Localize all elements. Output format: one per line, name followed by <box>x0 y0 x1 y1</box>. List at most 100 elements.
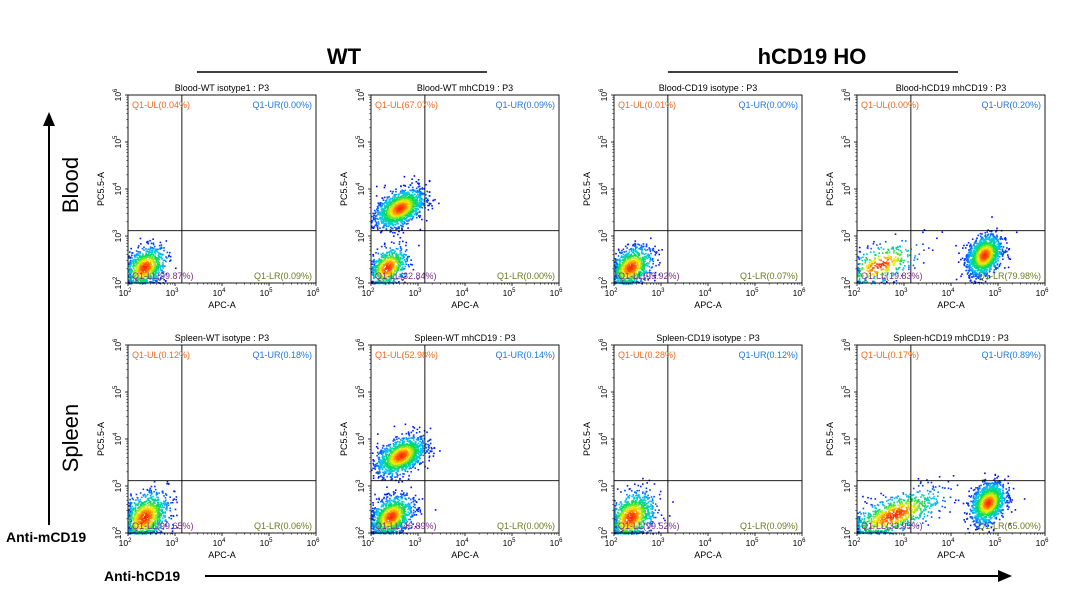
event-dot <box>381 266 383 268</box>
event-dot <box>385 223 387 225</box>
event-dot <box>637 257 639 259</box>
event-dot <box>401 192 403 194</box>
event-dot <box>418 179 420 181</box>
y-axis-label: PC5.5-A <box>582 172 592 206</box>
event-dot <box>997 260 999 262</box>
event-dot <box>403 218 405 220</box>
event-dot <box>417 206 419 208</box>
event-dot <box>401 212 403 214</box>
event-dot <box>643 264 645 266</box>
event-dot <box>165 256 167 258</box>
event-dot <box>648 255 650 257</box>
header-hcd19-ho: hCD19 HO <box>758 44 867 69</box>
event-dot <box>405 199 407 201</box>
event-dot <box>1006 247 1008 249</box>
event-dot <box>159 262 161 264</box>
event-dot <box>384 243 386 245</box>
event-dot <box>147 259 149 261</box>
event-dot <box>135 261 137 263</box>
event-dot <box>154 261 156 263</box>
event-dot <box>655 254 657 256</box>
event-dot <box>655 265 657 267</box>
event-dot <box>636 265 638 267</box>
event-dot <box>407 210 409 212</box>
event-dot <box>373 227 375 229</box>
event-dot <box>434 199 436 201</box>
event-dot <box>395 208 397 210</box>
event-dot <box>384 259 386 261</box>
event-dot <box>628 254 630 256</box>
event-dot <box>382 257 384 259</box>
event-dot <box>152 249 154 251</box>
event-dot <box>658 254 660 256</box>
event-dot <box>965 270 967 272</box>
event-dot <box>410 201 412 203</box>
event-dot <box>432 208 434 210</box>
event-dot <box>628 244 630 246</box>
event-dot <box>137 247 139 249</box>
event-dot <box>397 248 399 250</box>
event-dot <box>410 190 412 192</box>
y-tick-label: 106 <box>113 88 123 101</box>
event-dot <box>425 184 427 186</box>
event-dot <box>152 267 154 269</box>
event-dot <box>630 257 632 259</box>
quadrant-ul-label: Q1-UL(0.01%) <box>618 100 676 110</box>
event-dot <box>999 264 1001 266</box>
event-dot <box>146 266 148 268</box>
event-dot <box>377 228 379 230</box>
event-dot <box>382 227 384 229</box>
event-dot <box>396 266 398 268</box>
event-dot <box>400 237 402 239</box>
event-dot <box>372 270 374 272</box>
event-dot <box>975 278 977 280</box>
event-dot <box>999 266 1001 268</box>
event-dot <box>141 260 143 262</box>
event-dot <box>401 262 403 264</box>
event-dot <box>381 221 383 223</box>
event-dot <box>160 268 162 270</box>
event-dot <box>374 210 376 212</box>
event-dot <box>408 266 410 268</box>
event-dot <box>412 198 414 200</box>
event-dot <box>381 217 383 219</box>
event-dot <box>644 265 646 267</box>
event-dot <box>1003 246 1005 248</box>
event-dot <box>407 223 409 225</box>
event-dot <box>372 267 374 269</box>
event-dot <box>156 249 158 251</box>
event-dot <box>395 196 397 198</box>
event-dot <box>648 266 650 268</box>
event-dot <box>636 268 638 270</box>
event-dot <box>641 262 643 264</box>
event-dot <box>159 252 161 254</box>
event-dot <box>388 196 390 198</box>
event-dot <box>402 195 404 197</box>
event-dot <box>134 257 136 259</box>
event-dot <box>372 273 374 275</box>
event-dot <box>137 267 139 269</box>
event-dot <box>652 263 654 265</box>
event-dot <box>400 222 402 224</box>
event-dot <box>145 253 147 255</box>
event-dot <box>378 221 380 223</box>
event-dot <box>401 199 403 201</box>
event-dot <box>409 199 411 201</box>
event-dot <box>418 215 420 217</box>
event-dot <box>152 238 154 240</box>
event-dot <box>384 185 386 187</box>
y-tick-label: 104 <box>599 182 609 195</box>
event-dot <box>161 247 163 249</box>
event-dot <box>622 265 624 267</box>
event-dot <box>619 260 621 262</box>
event-dot <box>964 262 966 264</box>
event-dot <box>405 195 407 197</box>
event-dot <box>640 266 642 268</box>
event-dot <box>634 257 636 259</box>
event-dot <box>393 225 395 227</box>
event-dot <box>633 255 635 257</box>
event-dot <box>140 267 142 269</box>
event-dot <box>962 258 964 260</box>
event-dot <box>393 204 395 206</box>
